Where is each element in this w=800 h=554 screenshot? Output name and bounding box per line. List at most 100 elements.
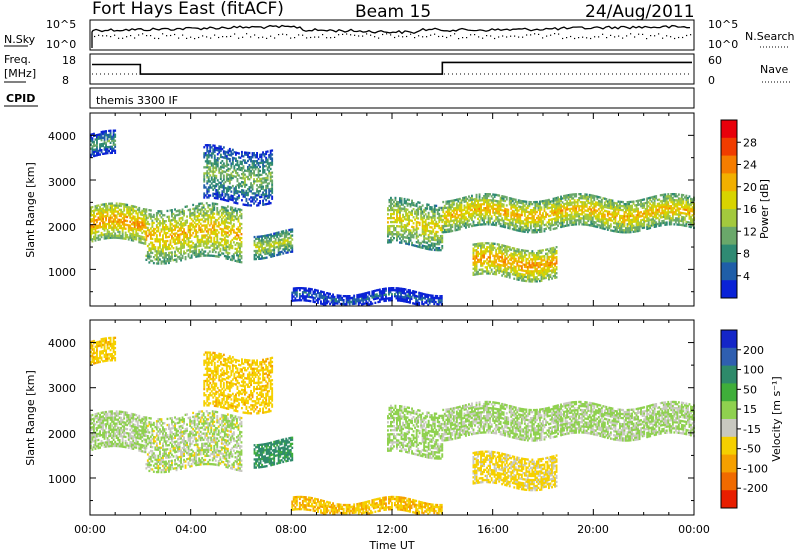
power-cell	[199, 252, 202, 256]
power-cell	[282, 244, 285, 247]
power-cell	[144, 222, 147, 225]
freq-unit-label: [MHz]	[4, 67, 36, 80]
power-cell	[103, 136, 106, 139]
power-cell	[594, 201, 597, 204]
power-cell	[219, 177, 222, 181]
power-cell	[593, 198, 596, 202]
power-cell	[283, 239, 286, 243]
power-cell	[623, 217, 626, 220]
power-cell	[423, 226, 426, 230]
power-cell	[121, 235, 124, 238]
power-cell	[192, 213, 195, 217]
power-cell	[513, 224, 516, 227]
power-cell	[210, 182, 213, 185]
power-cell	[516, 221, 519, 224]
power-cell	[390, 196, 392, 200]
power-cell	[421, 246, 424, 249]
power-cell	[400, 203, 403, 206]
power-cell	[460, 219, 463, 222]
power-cell	[446, 200, 449, 203]
power-cell	[228, 188, 231, 191]
power-cell	[433, 234, 436, 237]
power-cell	[554, 209, 556, 212]
power-cell	[183, 252, 185, 255]
power-cell	[591, 196, 594, 199]
power-cell	[502, 205, 505, 208]
power-cell	[411, 209, 413, 212]
power-cell	[493, 195, 496, 198]
power-cell	[222, 198, 225, 201]
power-cell	[274, 242, 277, 245]
noise-search-dot	[462, 37, 464, 39]
power-cell	[585, 197, 588, 200]
power-cell	[189, 222, 192, 225]
power-cell	[534, 227, 537, 230]
power-cell	[457, 208, 460, 211]
power-cell	[190, 212, 193, 215]
power-cell	[493, 213, 496, 216]
power-cell	[433, 206, 436, 209]
power-cell	[253, 192, 255, 195]
power-cell	[221, 190, 224, 193]
power-cell	[213, 222, 216, 225]
power-cell	[195, 219, 198, 222]
power-cell	[396, 235, 398, 238]
power-cell	[421, 228, 424, 231]
power-cell	[231, 214, 234, 217]
power-cell	[108, 208, 110, 211]
power-cell	[162, 256, 164, 259]
power-cell	[261, 245, 263, 248]
power-cell	[540, 214, 543, 217]
power-cell	[159, 258, 161, 261]
power-cell	[266, 166, 269, 169]
power-cell	[175, 246, 178, 249]
power-cell	[411, 225, 413, 228]
power-cell	[260, 183, 263, 186]
power-cell	[539, 226, 541, 229]
power-cell	[222, 246, 225, 249]
power-cell	[478, 205, 481, 208]
power-cell	[121, 231, 124, 234]
power-cell	[420, 246, 423, 249]
power-cell	[222, 184, 225, 187]
power-cell	[263, 165, 266, 168]
power-cell	[141, 219, 144, 222]
power-cell	[159, 250, 161, 253]
power-cell	[214, 202, 217, 206]
power-cell	[206, 156, 209, 159]
power-cell	[231, 216, 234, 219]
power-cell	[269, 151, 272, 155]
power-cell	[682, 202, 685, 205]
power-cell	[259, 177, 261, 181]
power-cell	[99, 226, 101, 229]
power-cell	[207, 186, 210, 189]
power-cell	[245, 199, 248, 203]
power-cell	[591, 220, 594, 223]
power-cell	[106, 232, 109, 236]
power-cell	[578, 209, 581, 212]
power-cell	[445, 218, 448, 221]
power-cell	[198, 244, 201, 248]
power-cell	[265, 178, 268, 182]
power-cell	[226, 221, 229, 224]
power-cell	[462, 223, 464, 226]
power-cell	[90, 236, 92, 239]
power-cell	[391, 231, 394, 234]
power-cell	[584, 215, 587, 218]
power-cell	[487, 211, 490, 214]
power-cell	[265, 236, 268, 239]
power-cell	[585, 193, 588, 196]
power-cell	[481, 197, 484, 200]
power-cell	[221, 194, 224, 197]
power-cell	[548, 218, 550, 222]
power-cell	[121, 217, 124, 220]
power-cell	[560, 197, 562, 200]
power-cell	[451, 203, 454, 206]
power-cell	[548, 202, 550, 206]
power-cell	[441, 247, 444, 250]
power-cell	[266, 176, 269, 179]
power-cell	[471, 218, 473, 222]
power-cell	[213, 232, 216, 235]
power-cell	[452, 209, 455, 212]
power-cell	[490, 199, 493, 202]
